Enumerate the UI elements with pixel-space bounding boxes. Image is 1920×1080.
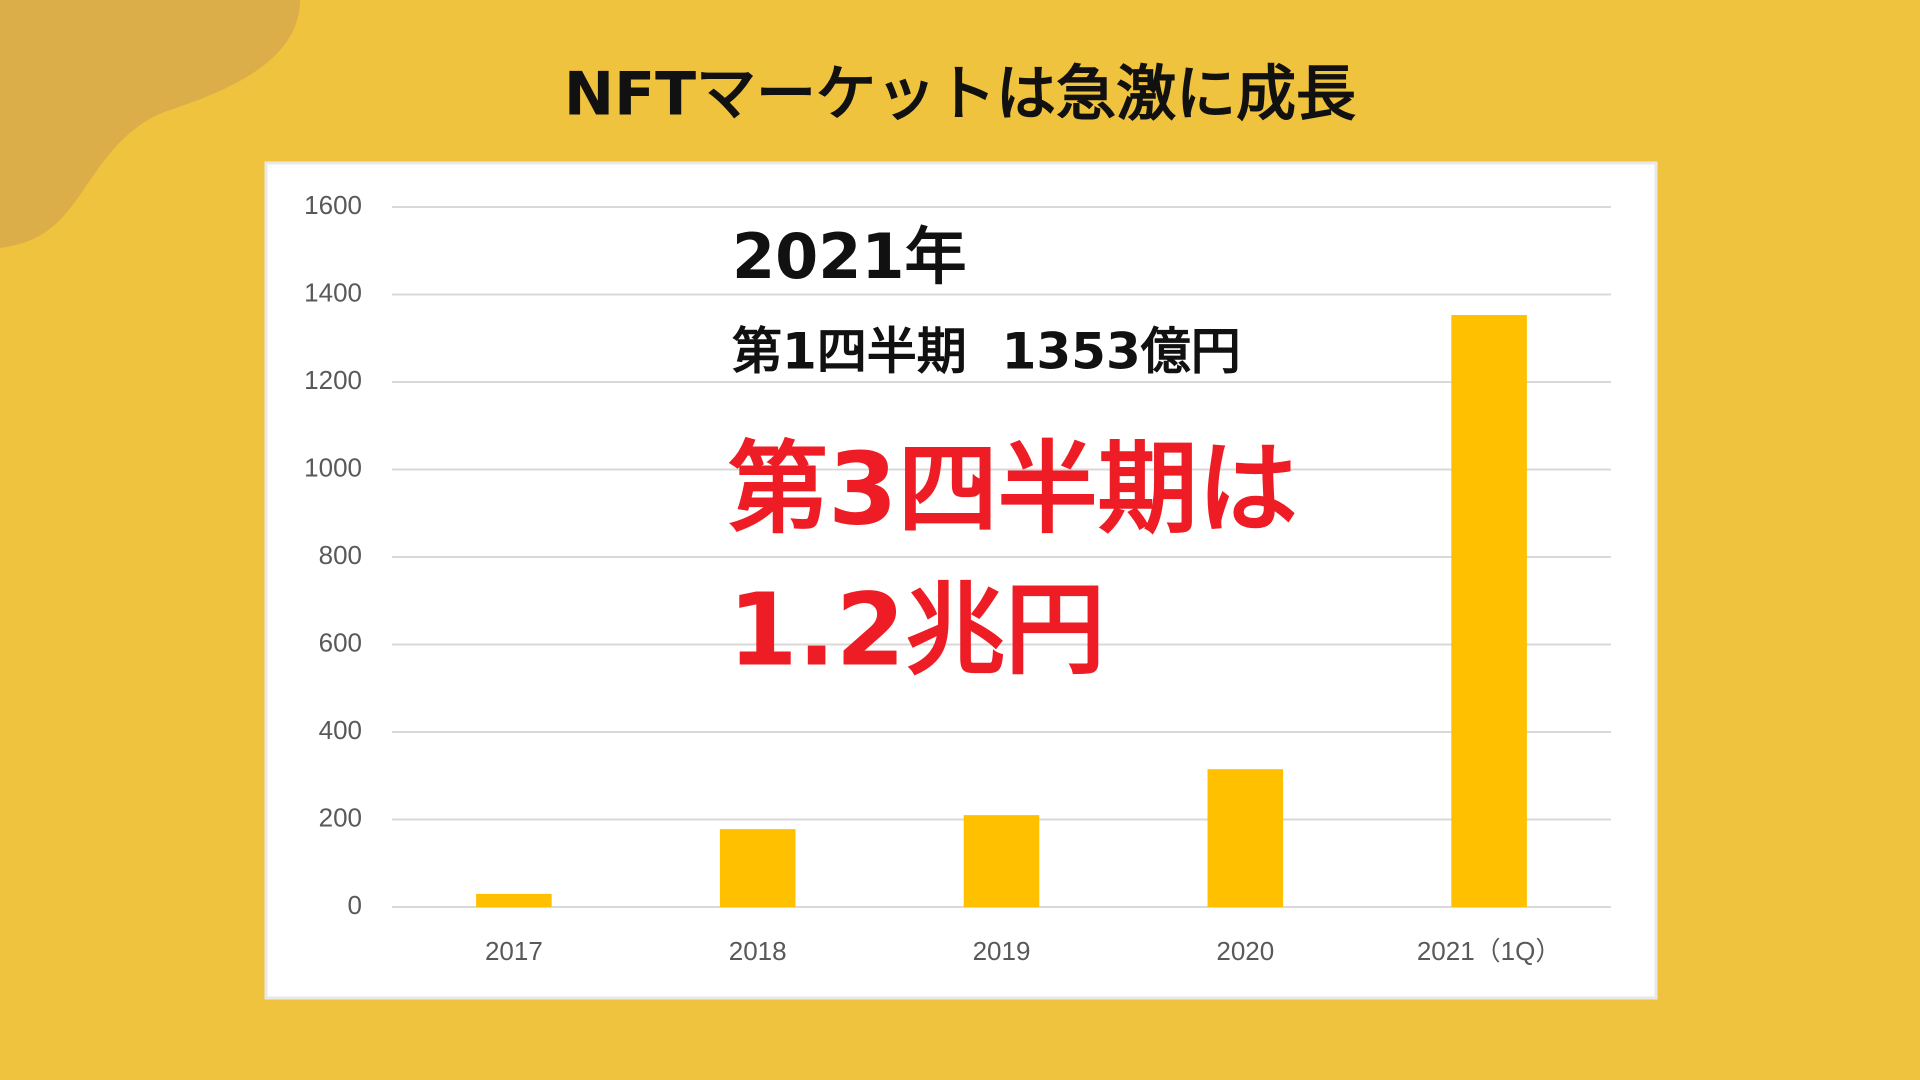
annotation: 第1四半期 1353億円 <box>732 323 1241 381</box>
y-tick-label: 200 <box>319 802 362 832</box>
y-tick-label: 1000 <box>304 452 362 482</box>
bar <box>1207 769 1284 907</box>
x-tick-label: 2017 <box>485 936 543 966</box>
x-tick-label: 2018 <box>729 936 787 966</box>
bar <box>963 815 1040 907</box>
y-tick-label: 0 <box>348 890 362 920</box>
plot: 0 200 400 600 800 1000 1200 1400 1600 2017 2018 201… <box>304 190 1611 966</box>
bar <box>476 893 552 907</box>
y-tick-label: 400 <box>319 715 362 745</box>
annotation: 2021年 <box>732 220 967 293</box>
bar <box>719 829 796 907</box>
bar <box>1451 315 1527 907</box>
corner-shape <box>0 0 300 248</box>
y-tick-label: 1400 <box>304 277 362 307</box>
annotation-highlight: 第3四半期は <box>728 430 1298 547</box>
chart-panel <box>264 161 1658 1000</box>
annotation-highlight: 1.2兆円 <box>728 571 1105 688</box>
y-tick-label: 1600 <box>304 190 362 220</box>
chart-title: NFTマーケットは急激に成長 <box>564 60 1356 130</box>
y-tick-label: 600 <box>319 627 362 657</box>
x-tick-label: 2021（1Q） <box>1417 936 1562 966</box>
y-tick-label: 800 <box>319 540 362 570</box>
x-tick-label: 2020 <box>1216 936 1274 966</box>
x-tick-label: 2019 <box>973 936 1031 966</box>
y-tick-label: 1200 <box>304 365 362 395</box>
